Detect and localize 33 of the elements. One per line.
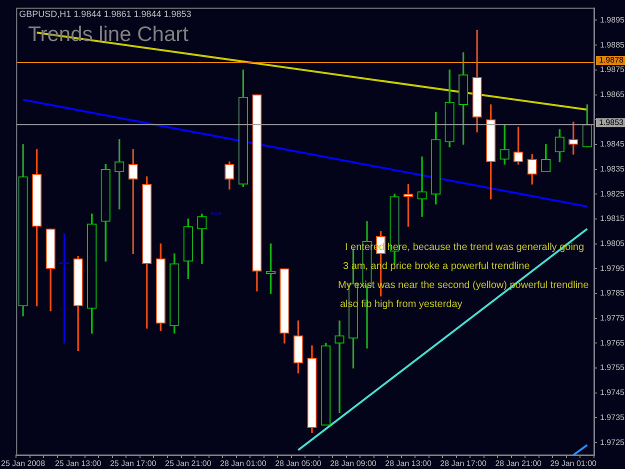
y-tick-label: 1.9765 [600, 338, 625, 348]
x-tick-label: 28 Jan 09:00 [330, 459, 377, 468]
y-tick-label: 1.9745 [600, 388, 625, 398]
x-tick-label: 28 Jan 17:00 [440, 459, 487, 468]
candlestick [417, 156, 427, 217]
chart-subtitle: GBPUSD,H1 1.9844 1.9861 1.9844 1.9853 [19, 8, 192, 19]
y-tick-label: 1.9895 [600, 15, 625, 24]
y-tick-label: 1.9795 [600, 264, 625, 273]
x-tick-label: 28 Jan 01:00 [220, 459, 267, 468]
y-tick-label: 1.9845 [600, 140, 625, 149]
y-tick-label: 1.9835 [600, 164, 625, 174]
y-tick-label: 1.9755 [600, 363, 625, 372]
ref-line-label: 1.9878 [599, 56, 624, 65]
y-tick-label: 1.9875 [600, 65, 625, 74]
candlestick [334, 320, 344, 414]
y-tick-label: 1.9805 [600, 239, 625, 248]
y-tick-label: 1.9775 [600, 314, 625, 323]
x-tick-label: 25 Jan 21:00 [165, 459, 212, 468]
x-tick-label: 28 Jan 05:00 [275, 459, 322, 468]
x-tick-label: 25 Jan 2008 [1, 459, 46, 468]
x-tick-label: 28 Jan 21:00 [495, 459, 542, 468]
x-tick-label: 25 Jan 13:00 [54, 459, 102, 468]
y-tick-label: 1.9785 [600, 288, 625, 298]
y-tick-label: 1.9735 [600, 412, 625, 422]
x-tick-label: 25 Jan 17:00 [110, 459, 157, 468]
y-tick-label: 1.9825 [600, 189, 625, 198]
x-tick-label: 28 Jan 13:00 [385, 459, 432, 468]
ref-line-label: 1.9853 [599, 118, 624, 127]
y-tick-label: 1.9815 [600, 214, 625, 224]
y-tick-label: 1.9725 [600, 438, 625, 447]
y-tick-label: 1.9865 [600, 90, 625, 99]
y-tick-label: 1.9885 [600, 40, 625, 50]
x-tick-label: 29 Jan 01:00 [550, 459, 598, 468]
